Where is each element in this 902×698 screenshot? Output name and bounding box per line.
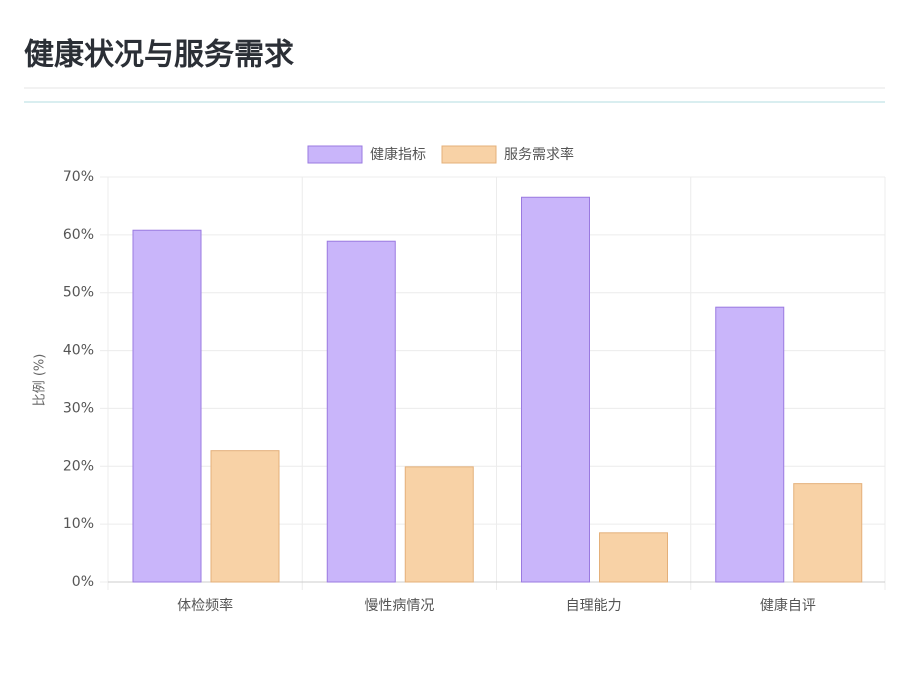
y-tick-label: 10% (63, 516, 94, 532)
bar (521, 196, 590, 583)
bar (793, 483, 863, 583)
legend-label: 服务需求率 (504, 146, 574, 163)
y-tick-label: 60% (63, 227, 94, 243)
y-tick-label: 50% (63, 285, 94, 301)
legend-swatch (441, 145, 497, 164)
y-tick-label: 0% (72, 574, 94, 590)
legend-label: 健康指标 (370, 146, 426, 163)
bar (132, 229, 202, 583)
page-title: 健康状况与服务需求 (24, 38, 294, 73)
y-tick-label: 30% (63, 400, 94, 416)
x-tick-label: 慢性病情况 (364, 597, 434, 614)
x-tick-label: 健康自评 (760, 597, 816, 614)
bar (326, 240, 396, 583)
legend-swatch (307, 145, 363, 164)
y-axis-title: 比例 (%) (33, 354, 48, 407)
bar (599, 532, 668, 583)
bar (404, 466, 474, 583)
y-tick-label: 20% (63, 458, 94, 474)
bar (715, 306, 785, 583)
y-tick-label: 40% (63, 343, 94, 359)
y-tick-label: 70% (63, 169, 94, 185)
x-tick-label: 自理能力 (566, 598, 622, 614)
bar (210, 450, 280, 583)
x-tick-label: 体检频率 (177, 597, 233, 614)
